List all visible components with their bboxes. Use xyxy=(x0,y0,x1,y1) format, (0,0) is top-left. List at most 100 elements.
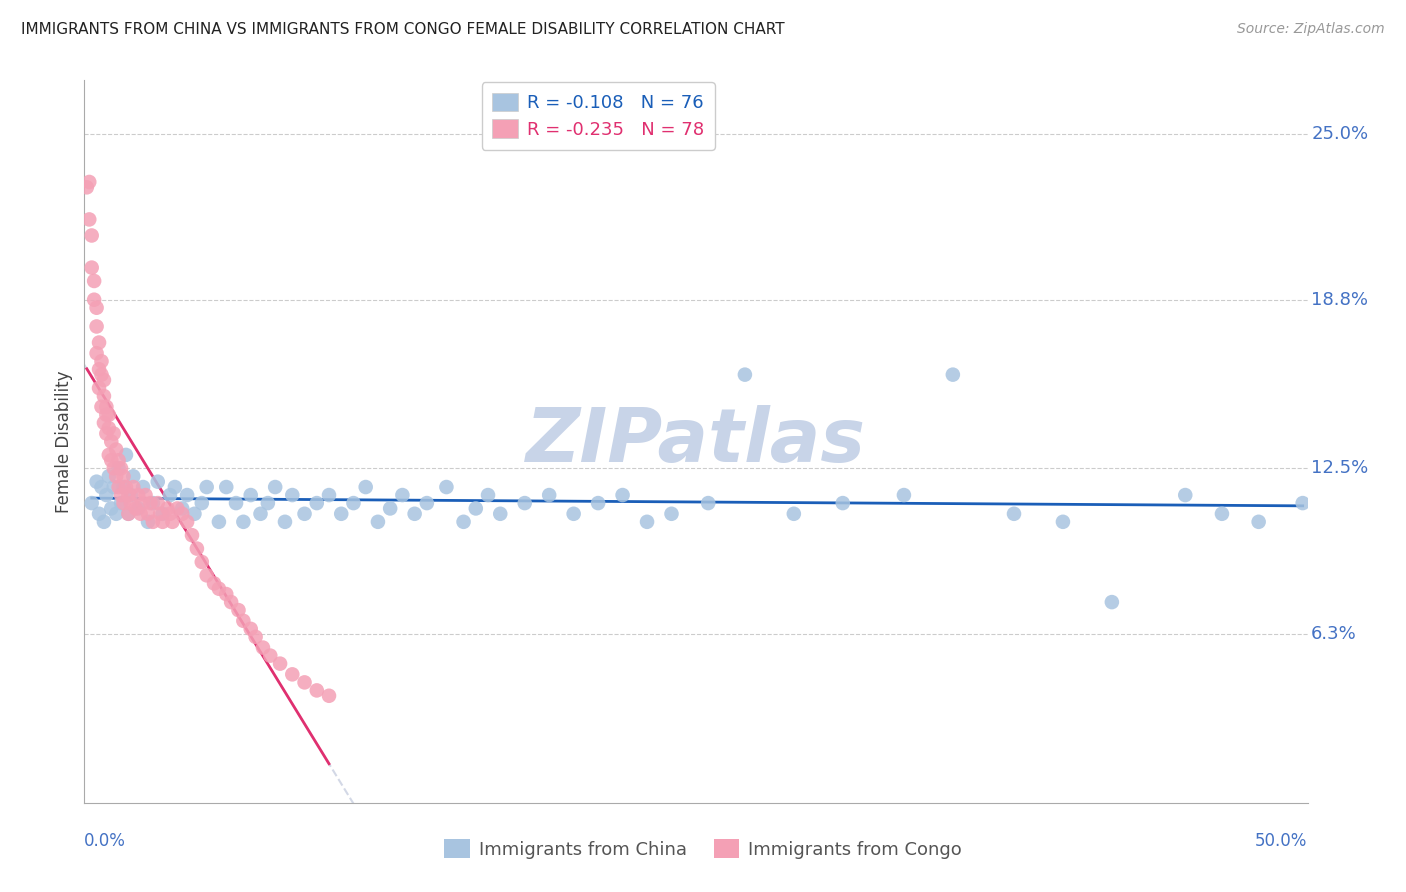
Point xyxy=(87,362,110,376)
Point xyxy=(115,448,138,462)
Text: 18.8%: 18.8% xyxy=(1312,291,1368,309)
Point xyxy=(93,416,115,430)
Point xyxy=(86,319,108,334)
Point xyxy=(80,228,103,243)
Point xyxy=(367,515,389,529)
Point xyxy=(330,507,353,521)
Point xyxy=(176,515,198,529)
Point xyxy=(159,507,181,521)
Point xyxy=(120,488,142,502)
Point xyxy=(90,354,112,368)
Point xyxy=(132,496,155,510)
Point xyxy=(380,501,402,516)
Point xyxy=(152,515,174,529)
Point xyxy=(294,675,316,690)
Point xyxy=(146,496,169,510)
Point xyxy=(893,488,915,502)
Point xyxy=(83,293,105,307)
Point xyxy=(96,400,118,414)
Point xyxy=(110,461,132,475)
Point xyxy=(612,488,634,502)
Point xyxy=(105,442,128,457)
Point xyxy=(86,301,108,315)
Point xyxy=(195,480,218,494)
Point xyxy=(183,507,205,521)
Point xyxy=(195,568,218,582)
Point xyxy=(146,475,169,489)
Point xyxy=(1002,507,1025,521)
Point xyxy=(318,488,340,502)
Point xyxy=(127,488,149,502)
Point xyxy=(136,515,159,529)
Point xyxy=(83,274,105,288)
Point xyxy=(264,480,287,494)
Point xyxy=(208,582,231,596)
Point xyxy=(107,453,129,467)
Point xyxy=(100,501,122,516)
Point xyxy=(274,515,297,529)
Point xyxy=(186,541,208,556)
Point xyxy=(162,515,184,529)
Point xyxy=(139,496,162,510)
Point xyxy=(586,496,609,510)
Point xyxy=(239,622,262,636)
Point xyxy=(1052,515,1074,529)
Point xyxy=(115,480,138,494)
Point xyxy=(391,488,413,502)
Point xyxy=(538,488,561,502)
Point xyxy=(110,488,132,502)
Point xyxy=(208,515,231,529)
Text: Source: ZipAtlas.com: Source: ZipAtlas.com xyxy=(1237,22,1385,37)
Point xyxy=(90,480,112,494)
Point xyxy=(281,488,304,502)
Point xyxy=(125,501,148,516)
Point xyxy=(215,480,238,494)
Point xyxy=(97,408,120,422)
Point xyxy=(110,496,132,510)
Point xyxy=(416,496,439,510)
Point xyxy=(305,496,328,510)
Point xyxy=(783,507,806,521)
Point xyxy=(1174,488,1197,502)
Text: 6.3%: 6.3% xyxy=(1312,625,1357,643)
Point xyxy=(232,614,254,628)
Text: 25.0%: 25.0% xyxy=(1312,125,1368,143)
Point xyxy=(80,496,103,510)
Point xyxy=(117,507,139,521)
Point xyxy=(103,461,125,475)
Point xyxy=(100,434,122,449)
Legend: Immigrants from China, Immigrants from Congo: Immigrants from China, Immigrants from C… xyxy=(433,829,973,870)
Point xyxy=(97,469,120,483)
Point xyxy=(225,496,247,510)
Point xyxy=(239,488,262,502)
Text: 0.0%: 0.0% xyxy=(84,831,127,850)
Point xyxy=(464,501,486,516)
Point xyxy=(122,480,145,494)
Point xyxy=(354,480,377,494)
Point xyxy=(97,421,120,435)
Point xyxy=(96,408,118,422)
Point xyxy=(120,496,142,510)
Point xyxy=(122,469,145,483)
Point xyxy=(318,689,340,703)
Point xyxy=(245,630,267,644)
Point xyxy=(181,528,204,542)
Point xyxy=(112,496,135,510)
Point xyxy=(252,640,274,655)
Point xyxy=(831,496,853,510)
Point xyxy=(77,175,100,189)
Point xyxy=(127,501,149,516)
Point xyxy=(90,400,112,414)
Point xyxy=(294,507,316,521)
Point xyxy=(117,488,139,502)
Point xyxy=(636,515,658,529)
Point xyxy=(132,480,155,494)
Point xyxy=(172,501,194,516)
Point xyxy=(117,507,139,521)
Point xyxy=(269,657,291,671)
Point xyxy=(90,368,112,382)
Point xyxy=(142,515,165,529)
Point xyxy=(436,480,458,494)
Point xyxy=(232,515,254,529)
Point xyxy=(96,426,118,441)
